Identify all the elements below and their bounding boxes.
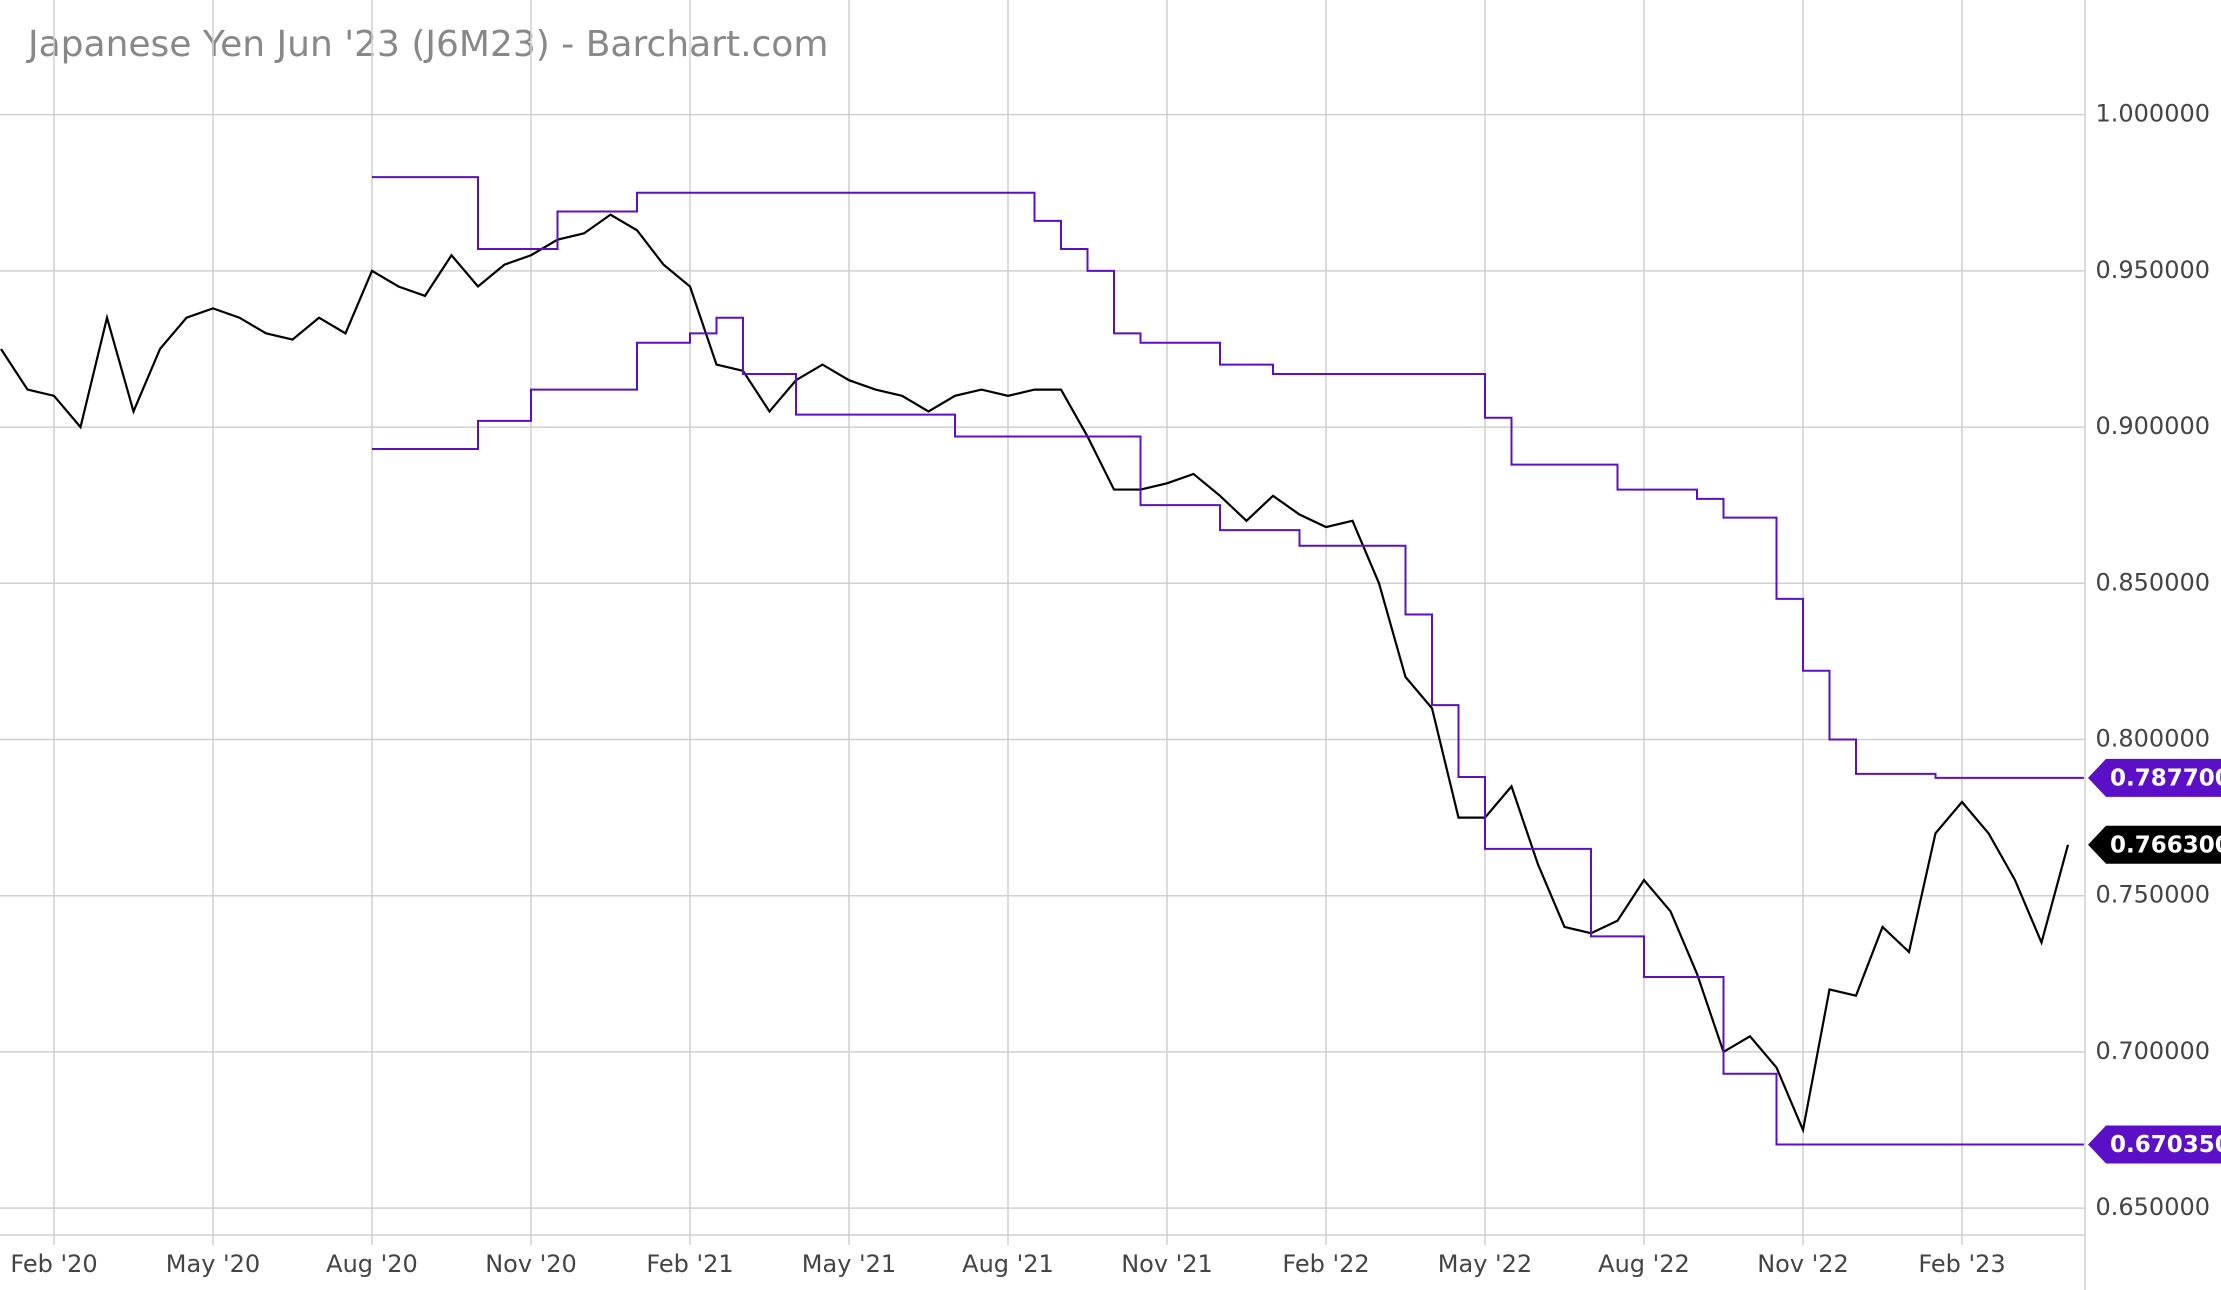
price-badge (2088, 758, 2221, 797)
x-tick-label: Aug '22 (1598, 1250, 1690, 1278)
y-tick-label: 0.900000 (2095, 412, 2210, 440)
x-tick-label: Aug '20 (326, 1250, 418, 1278)
y-tick-label: 0.800000 (2095, 725, 2210, 753)
chart-title: Japanese Yen Jun '23 (J6M23) - Barchart.… (26, 24, 828, 65)
x-tick-label: Nov '20 (485, 1250, 577, 1278)
x-tick-label: Feb '22 (1282, 1250, 1369, 1278)
x-tick-label: Aug '21 (962, 1250, 1054, 1278)
x-tick-label: Feb '20 (10, 1250, 97, 1278)
y-tick-label: 0.750000 (2095, 881, 2210, 909)
x-tick-label: May '22 (1438, 1250, 1532, 1278)
x-tick-label: May '20 (166, 1250, 260, 1278)
price-badge (2088, 1125, 2221, 1164)
x-tick-label: Nov '22 (1757, 1250, 1849, 1278)
x-tick-label: Feb '21 (646, 1250, 733, 1278)
x-tick-label: Nov '21 (1121, 1250, 1213, 1278)
series-line (0, 213, 2070, 1134)
x-tick-label: May '21 (802, 1250, 896, 1278)
y-tick-label: 0.650000 (2095, 1193, 2210, 1221)
y-tick-label: 0.850000 (2095, 568, 2210, 596)
price-badge (2088, 825, 2221, 864)
price-badge-label: 0.766300 (2110, 832, 2221, 858)
price-badge-label: 0.670350 (2110, 1132, 2221, 1158)
y-tick-label: 0.950000 (2095, 256, 2210, 284)
series-line (372, 176, 2084, 779)
series-line (372, 316, 2084, 1146)
y-tick-label: 1.000000 (2095, 100, 2210, 128)
x-tick-label: Feb '23 (1918, 1250, 2005, 1278)
price-badge-label: 0.787700 (2110, 765, 2221, 791)
y-tick-label: 0.700000 (2095, 1037, 2210, 1065)
